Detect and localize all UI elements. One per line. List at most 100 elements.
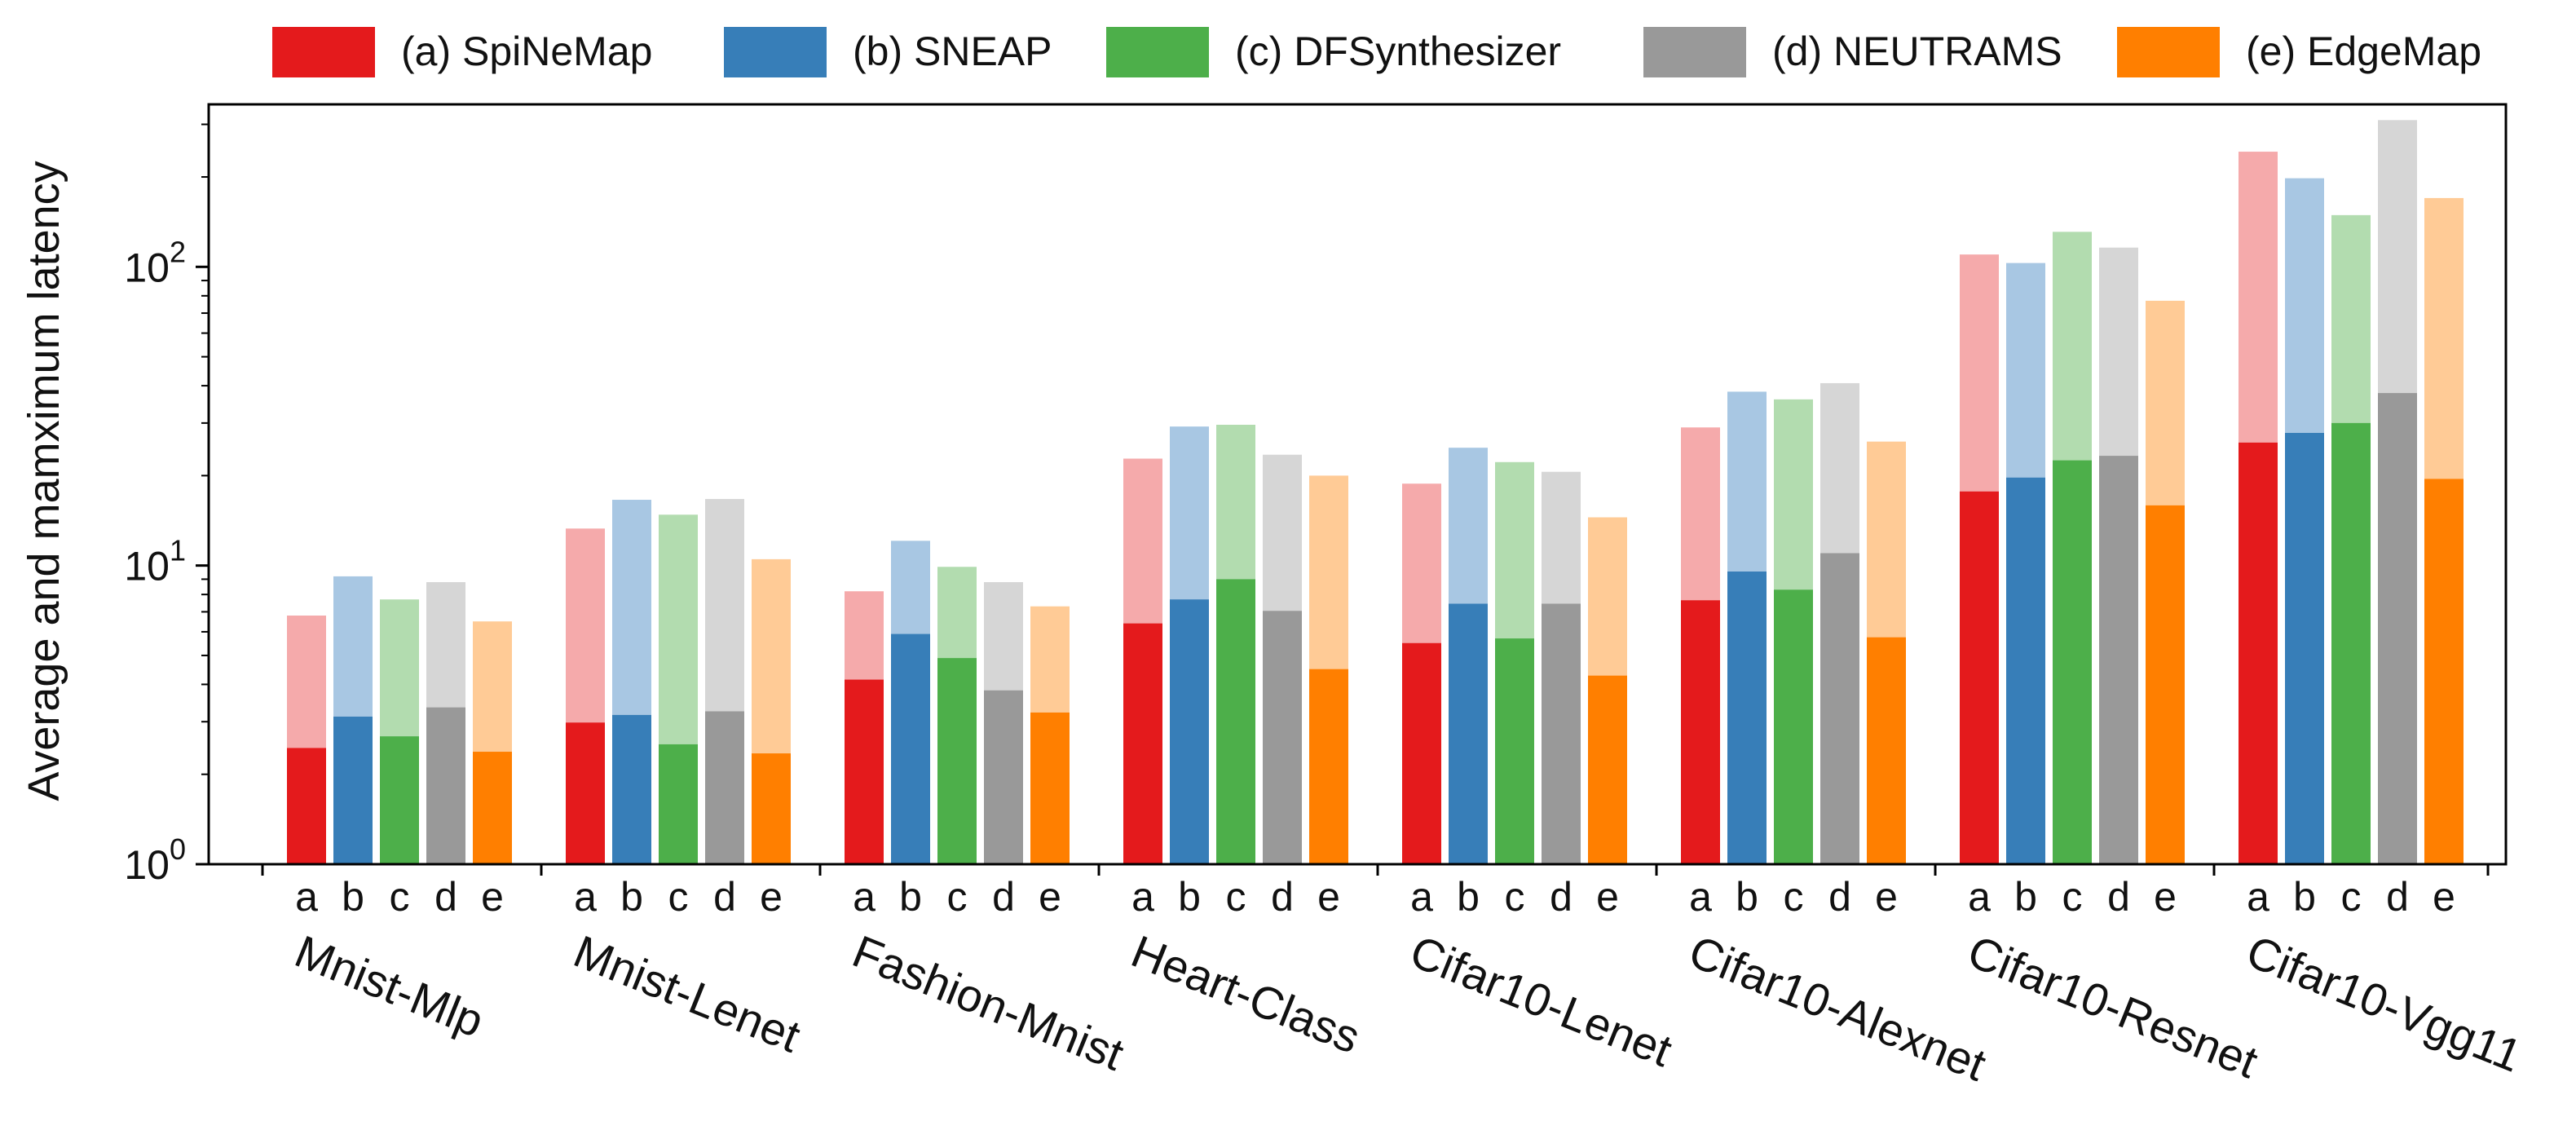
bar-sub-label: a [1689, 874, 1712, 920]
bar-average [752, 753, 791, 864]
bar-average [845, 679, 884, 864]
bar-average [937, 658, 977, 864]
bar-sub-label: c [2062, 874, 2083, 920]
bar-average [2285, 432, 2324, 864]
bar-sub-label: a [1131, 874, 1154, 920]
bar-sub-label: a [2247, 874, 2269, 920]
bar-sub-label: b [342, 874, 364, 920]
bar-average [426, 707, 465, 864]
y-tick-label: 100 [124, 832, 186, 888]
bar-average [2331, 422, 2371, 864]
bar-average [1263, 611, 1302, 864]
bar-sub-label: c [1784, 874, 1804, 920]
legend-swatch [2117, 27, 2220, 77]
bar-average [1170, 599, 1209, 864]
bar-sub-label: a [1410, 874, 1433, 920]
y-axis: 100 101 102 [124, 123, 209, 888]
bar-sub-label: b [899, 874, 922, 920]
bar-average [659, 744, 698, 864]
bar-sub-label: e [1039, 874, 1061, 920]
bar-average [1867, 637, 1906, 864]
category-label: Cifar10-Alexnet [1683, 925, 1994, 1091]
bar-average [2099, 456, 2138, 864]
legend-label: (a) SpiNeMap [401, 29, 652, 74]
chart-legend: (a) SpiNeMap (b) SNEAP (c) DFSynthesizer (d… [272, 27, 2481, 77]
bar-sub-label: a [853, 874, 876, 920]
bar-average [1542, 603, 1581, 864]
legend-swatch [1106, 27, 1209, 77]
bar-average [1774, 589, 1813, 864]
bar-average [1449, 603, 1488, 864]
bar-sub-label: e [481, 874, 504, 920]
bar-sub-label: c [1505, 874, 1525, 920]
plot-frame [207, 103, 2508, 866]
category-label: Heart-Class [1125, 925, 1368, 1063]
bar-sub-label: e [2154, 874, 2177, 920]
bar-sub-label: c [947, 874, 968, 920]
bar-sub-label: e [1317, 874, 1340, 920]
bar-sub-label: e [1596, 874, 1619, 920]
bar-sub-label: c [668, 874, 689, 920]
legend-label: (d) NEUTRAMS [1772, 29, 2062, 74]
legend-label: (b) SNEAP [853, 29, 1052, 74]
bar-sub-label: d [1271, 874, 1294, 920]
bar-sub-label: b [1736, 874, 1758, 920]
bar-sub-label: e [760, 874, 783, 920]
category-label: Cifar10-Lenet [1404, 925, 1680, 1077]
bar-sub-label: c [2341, 874, 2362, 920]
legend-swatch [1643, 27, 1746, 77]
bar-average [1030, 712, 1070, 864]
bar-sub-label: e [1875, 874, 1898, 920]
bar-sub-label: e [2433, 874, 2455, 920]
bar-sub-label: d [2107, 874, 2130, 920]
bar-sub-label: d [2386, 874, 2409, 920]
bar-average [2424, 479, 2464, 864]
bar-average [380, 736, 419, 864]
bar-sub-label: d [434, 874, 457, 920]
bar-sub-label: d [713, 874, 736, 920]
bar-sub-label: b [2293, 874, 2316, 920]
bar-average [1960, 491, 1999, 864]
bar-average [333, 716, 373, 864]
bar-sub-label: c [1226, 874, 1246, 920]
bar-sub-label: b [1457, 874, 1480, 920]
bar-average [612, 714, 651, 864]
category-label: Mnist-Lenet [567, 925, 808, 1062]
legend-label: (e) EdgeMap [2246, 29, 2481, 74]
bar-average [473, 752, 512, 864]
bar-average [891, 633, 930, 864]
legend-swatch [724, 27, 827, 77]
bar-average [1727, 571, 1767, 864]
legend-label: (c) DFSynthesizer [1235, 29, 1561, 74]
bar-sub-label: b [2014, 874, 2037, 920]
bar-average [2053, 460, 2092, 864]
bar-sub-label: d [992, 874, 1015, 920]
bar-average [705, 711, 744, 864]
category-label: Mnist-Mlp [289, 925, 492, 1047]
bar-average [984, 690, 1023, 864]
bar-average [566, 722, 605, 864]
bar-average [287, 748, 326, 864]
bar-sub-label: d [1828, 874, 1851, 920]
bar-sub-label: a [574, 874, 597, 920]
bar-average [1123, 623, 1162, 864]
bar-sub-label: a [1968, 874, 1991, 920]
bar-average [1588, 675, 1627, 864]
y-tick-label: 102 [124, 235, 186, 290]
bar-average [2378, 393, 2417, 864]
bar-average [2006, 477, 2045, 864]
bar-average [2239, 442, 2278, 864]
bar-sub-label: a [295, 874, 318, 920]
bar-sub-label: d [1550, 874, 1573, 920]
bar-average [1681, 600, 1720, 864]
bar-average [1309, 669, 1348, 864]
category-label: Cifar10-Resnet [1961, 925, 2265, 1088]
bar-sub-label: b [1178, 874, 1201, 920]
y-tick-label: 101 [124, 534, 186, 589]
bar-average [1495, 638, 1534, 864]
bar-average [1402, 642, 1441, 864]
category-label: Cifar10-Vgg11 [2240, 925, 2530, 1082]
legend-swatch [272, 27, 375, 77]
